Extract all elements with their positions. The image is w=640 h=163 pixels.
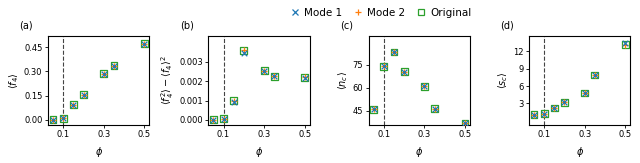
Point (218, 118, 228, 120)
Point (580, 92, 590, 94)
Point (549, 107, 559, 109)
Point (590, 74, 600, 76)
Point (620, 43, 630, 46)
Point (239, 49, 249, 52)
Y-axis label: $\langle f_4^2 \rangle - \langle f_4 \rangle^2$: $\langle f_4^2 \rangle - \langle f_4 \ra… (159, 55, 176, 105)
Point (379, 65, 389, 68)
Point (208, 119, 218, 121)
Point (369, 108, 379, 111)
Point (109, 64, 119, 67)
Point (140, 42, 150, 45)
Point (539, 112, 549, 115)
Point (369, 108, 379, 111)
Point (48, 119, 58, 121)
Point (228, 100, 239, 103)
Point (78, 94, 88, 96)
Point (99, 73, 109, 75)
Point (58, 117, 68, 119)
Point (239, 49, 249, 52)
Point (109, 64, 119, 67)
Point (580, 92, 590, 94)
Point (259, 69, 269, 72)
X-axis label: $\phi$: $\phi$ (255, 145, 263, 159)
Point (140, 42, 150, 45)
Point (399, 71, 409, 73)
Point (529, 114, 539, 116)
Point (399, 71, 409, 73)
Point (78, 94, 88, 96)
Point (300, 76, 310, 79)
X-axis label: $\phi$: $\phi$ (415, 145, 424, 159)
Point (429, 107, 440, 110)
Point (590, 74, 600, 76)
Point (259, 69, 269, 72)
Point (99, 73, 109, 75)
X-axis label: $\phi$: $\phi$ (575, 145, 584, 159)
Point (68, 103, 79, 106)
Y-axis label: $\langle f_4 \rangle$: $\langle f_4 \rangle$ (8, 72, 21, 89)
Point (559, 101, 570, 104)
Point (399, 71, 409, 73)
Point (218, 118, 228, 120)
Point (109, 64, 119, 67)
Point (539, 112, 549, 115)
Legend: Mode 1, Mode 2, Original: Mode 1, Mode 2, Original (285, 4, 476, 22)
Point (259, 69, 269, 72)
Point (48, 119, 58, 121)
Text: (d): (d) (500, 21, 515, 30)
Point (58, 117, 68, 119)
Point (460, 122, 470, 125)
Point (620, 43, 630, 46)
Text: (a): (a) (20, 21, 33, 30)
Point (460, 122, 470, 125)
Point (208, 119, 218, 121)
Point (379, 65, 389, 68)
Point (620, 41, 630, 44)
Point (419, 85, 429, 88)
Point (228, 99, 239, 102)
Point (559, 101, 570, 104)
Point (48, 119, 58, 121)
Point (559, 101, 570, 104)
Point (460, 122, 470, 125)
Point (419, 85, 429, 88)
Point (379, 65, 389, 68)
Point (78, 94, 88, 96)
Point (140, 42, 150, 45)
Point (269, 75, 280, 78)
Point (58, 117, 68, 119)
Point (389, 51, 399, 53)
Point (539, 112, 549, 115)
Point (68, 103, 79, 106)
Point (580, 92, 590, 94)
Point (429, 107, 440, 110)
X-axis label: $\phi$: $\phi$ (95, 145, 103, 159)
Point (228, 99, 239, 102)
Point (369, 108, 379, 111)
Point (218, 118, 228, 120)
Y-axis label: $\langle s_c \rangle$: $\langle s_c \rangle$ (496, 71, 510, 89)
Point (300, 76, 310, 79)
Point (419, 85, 429, 88)
Point (549, 107, 559, 109)
Point (269, 75, 280, 78)
Text: (b): (b) (180, 21, 194, 30)
Point (529, 114, 539, 116)
Point (300, 77, 310, 80)
Y-axis label: $\langle n_c \rangle$: $\langle n_c \rangle$ (336, 71, 349, 90)
Point (208, 119, 218, 121)
Point (389, 51, 399, 53)
Point (529, 114, 539, 116)
Point (68, 103, 79, 106)
Point (429, 107, 440, 110)
Point (590, 74, 600, 76)
Point (389, 51, 399, 53)
Point (269, 75, 280, 78)
Point (99, 73, 109, 75)
Point (239, 52, 249, 55)
Text: (c): (c) (340, 21, 353, 30)
Point (549, 107, 559, 109)
